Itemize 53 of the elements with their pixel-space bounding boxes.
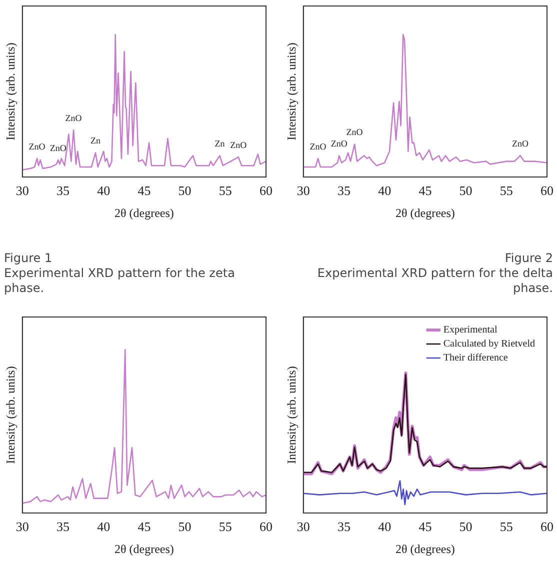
x-tick-label: 45 <box>138 519 151 534</box>
x-tick-label: 30 <box>296 519 310 534</box>
annotation: ZnO <box>65 112 82 123</box>
x-tick-label: 45 <box>418 183 432 198</box>
x-tick-label: 50 <box>459 519 472 534</box>
x-tick-label: 60 <box>260 183 272 198</box>
x-tick-label: 50 <box>459 183 472 198</box>
x-tick-label: 50 <box>178 519 192 534</box>
x-tick-label: 30 <box>16 519 29 534</box>
annotation: Zn <box>214 138 226 148</box>
x-tick-label: 45 <box>138 183 151 198</box>
x-tick-label: 35 <box>56 519 70 534</box>
x-tick-label: 40 <box>378 519 392 534</box>
x-tick-label: 35 <box>56 183 70 198</box>
y-axis-title: Intensity (arb. units) <box>3 366 18 464</box>
x-tick-label: 55 <box>500 519 513 534</box>
annotation: ZnO <box>330 138 348 148</box>
x-tick-label: 55 <box>500 183 513 198</box>
x-tick-label: 60 <box>260 519 272 534</box>
x-tick-label: 60 <box>540 183 554 198</box>
x-tick-label: 45 <box>418 519 432 534</box>
x-tick-label: 60 <box>540 519 554 534</box>
x-tick-label: 30 <box>296 183 310 198</box>
legend-label: Experimental <box>443 324 498 336</box>
annotation: ZnO <box>512 138 529 148</box>
legend-label: Calculated by Rietveld <box>443 338 535 350</box>
x-axis-title: 2θ (degrees) <box>396 206 455 220</box>
x-tick-label: 50 <box>178 183 192 198</box>
annotation: Zn <box>90 136 101 146</box>
annotation: ZnO <box>50 142 67 153</box>
x-tick-label: 55 <box>218 519 232 534</box>
legend-label: Their difference <box>443 352 508 364</box>
x-axis-title: 2θ (degrees) <box>114 206 174 220</box>
caption: Figure 2 <box>504 251 553 266</box>
y-axis-title: Intensity (arb. units) <box>284 42 298 140</box>
x-axis-title: 2θ (degrees) <box>114 542 174 556</box>
text: Experimental XRD pattern for the zeta phase. <box>4 266 236 296</box>
text: Experimental XRD pattern for the delta phase. <box>316 266 553 296</box>
y-axis-title: Intensity (arb. units) <box>3 42 18 140</box>
annotation: ZnO <box>310 141 327 152</box>
annotation: ZnO <box>28 141 46 152</box>
x-tick-label: 30 <box>16 183 29 198</box>
x-tick-label: 35 <box>338 519 350 534</box>
x-tick-label: 55 <box>218 183 232 198</box>
x-tick-label: 40 <box>97 183 110 198</box>
x-tick-label: 35 <box>338 183 350 198</box>
x-tick-label: 40 <box>97 519 110 534</box>
caption: Figure 1 <box>4 251 54 266</box>
x-tick-label: 40 <box>378 183 392 198</box>
y-axis-title: Intensity (arb. units) <box>284 366 298 464</box>
annotation: ZnO <box>230 140 248 150</box>
x-axis-title: 2θ (degrees) <box>396 542 455 556</box>
annotation: ZnO <box>346 127 364 138</box>
